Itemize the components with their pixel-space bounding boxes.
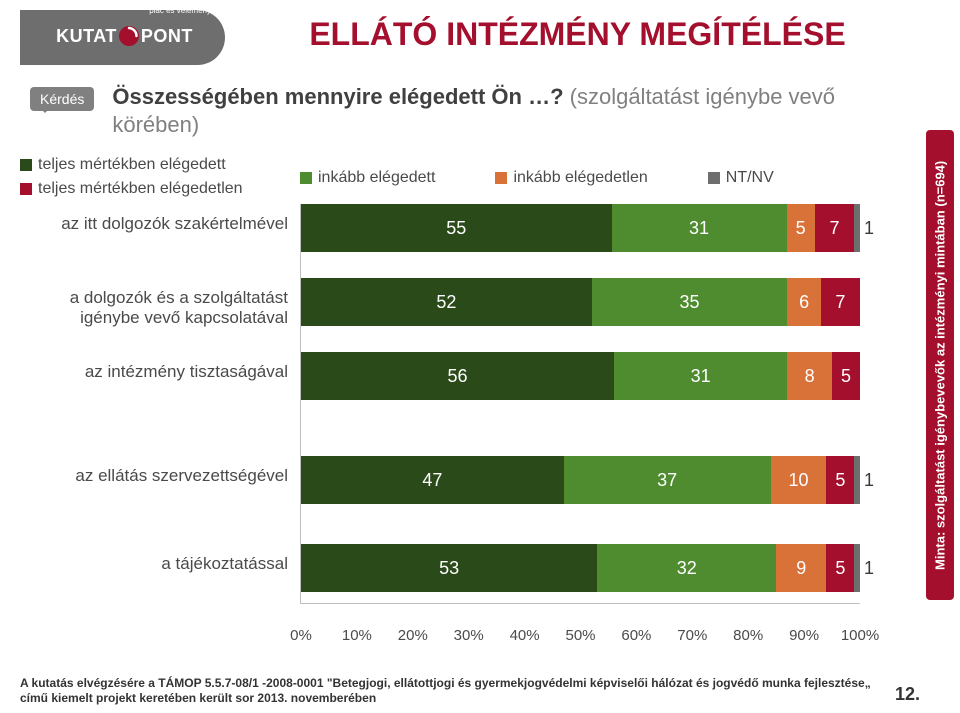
bar-segment: 35: [592, 278, 788, 326]
bar-value: 6: [799, 292, 809, 313]
bar-segment: 31: [612, 204, 787, 252]
legend-label: teljes mértékben elégedett: [38, 156, 226, 174]
category-label: az ellátás szervezettségével: [8, 466, 288, 486]
bar-segment: 5: [826, 456, 854, 504]
legend-item: inkább elégedett: [300, 156, 435, 200]
legend-item: teljes mértékben elégedetlen: [20, 180, 243, 198]
bar-segment: 6: [787, 278, 821, 326]
legend-swatch: [708, 172, 720, 184]
x-tick: 20%: [398, 627, 428, 644]
sample-note: Minta: szolgáltatást igénybevevők az int…: [926, 130, 954, 600]
bar-segment: 1: [854, 456, 860, 504]
bar-segment: 5: [787, 204, 815, 252]
bar-value: 5: [796, 218, 806, 239]
x-tick: 90%: [789, 627, 819, 644]
legend-label: teljes mértékben elégedetlen: [38, 180, 243, 198]
bar-row: 55 31 5 71: [301, 204, 860, 252]
bar-value: 5: [835, 558, 845, 579]
x-tick: 80%: [733, 627, 763, 644]
bar-value: 47: [422, 470, 442, 491]
footer-text: A kutatás elvégzésére a TÁMOP 5.5.7-08/1…: [20, 676, 875, 705]
chart-plot: 0%10%20%30%40%50%60%70%80%90%100% 553157…: [300, 204, 860, 604]
x-tick: 70%: [677, 627, 707, 644]
category-column: teljes mértékben elégedett teljes mértékb…: [0, 148, 300, 608]
logo-circle-icon: [118, 25, 140, 47]
bar-value: 37: [657, 470, 677, 491]
bar-value: 5: [841, 366, 851, 387]
legend: inkább elégedett inkább elégedetlen NT/NV: [300, 148, 920, 204]
question-tag: Kérdés: [30, 87, 94, 111]
bar-value: 9: [796, 558, 806, 579]
category-label: a dolgozók és a szolgáltatást igénybe ve…: [8, 288, 288, 327]
x-tick: 10%: [342, 627, 372, 644]
bar-value: 31: [691, 366, 711, 387]
x-tick: 60%: [621, 627, 651, 644]
bar-value: 53: [439, 558, 459, 579]
bar-segment: 56: [301, 352, 614, 400]
bar-segment: 1: [854, 544, 860, 592]
bar-row: 53 32 9 51: [301, 544, 860, 592]
bar-segment: 55: [301, 204, 612, 252]
legend-swatch: [300, 172, 312, 184]
bar-value: 1: [864, 470, 874, 491]
legend-label: inkább elégedett: [318, 169, 435, 187]
x-tick: 40%: [510, 627, 540, 644]
bar-value: 56: [448, 366, 468, 387]
bar-segment: 7: [815, 204, 855, 252]
logo-text: KUTAT PONT: [20, 15, 225, 51]
x-tick: 30%: [454, 627, 484, 644]
legend-item: NT/NV: [708, 156, 774, 200]
bar-segment: 32: [597, 544, 776, 592]
bar-value: 1: [864, 558, 874, 579]
bar-value: 32: [677, 558, 697, 579]
bar-segment: 8: [787, 352, 832, 400]
bar-value: 7: [835, 292, 845, 313]
bar-segment: 53: [301, 544, 597, 592]
legend: teljes mértékben elégedett teljes mértékb…: [20, 148, 300, 206]
category-label: az intézmény tisztaságával: [8, 362, 288, 382]
x-tick: 50%: [565, 627, 595, 644]
bar-segment: 1: [854, 204, 860, 252]
legend-item: inkább elégedetlen: [495, 156, 647, 200]
bar-value: 8: [805, 366, 815, 387]
bar-segment: 5: [832, 352, 860, 400]
legend-swatch: [20, 159, 32, 171]
bar-row: 47 37 10 51: [301, 456, 860, 504]
bar-segment: 31: [614, 352, 787, 400]
bar-segment: 9: [776, 544, 826, 592]
slide-title: ELLÁTÓ INTÉZMÉNY MEGÍTÉLÉSE: [225, 10, 930, 53]
bar-value: 10: [788, 470, 808, 491]
category-label: a tájékoztatással: [8, 554, 288, 574]
legend-label: inkább elégedetlen: [513, 169, 647, 187]
category-label: az itt dolgozók szakértelmével: [8, 214, 288, 234]
x-tick: 100%: [841, 627, 879, 644]
legend-label: NT/NV: [726, 169, 774, 187]
logo-subtext: piac és vélemény: [20, 6, 225, 15]
bar-value: 55: [446, 218, 466, 239]
bar-segment: 37: [564, 456, 771, 504]
bar-value: 7: [830, 218, 840, 239]
legend-swatch: [20, 183, 32, 195]
bar-value: 35: [679, 292, 699, 313]
question-text-main: Összességében mennyire elégedett Ön …? (…: [112, 83, 900, 138]
x-tick: 0%: [290, 627, 312, 644]
page-number: 12.: [875, 684, 920, 705]
bar-value: 1: [864, 218, 874, 239]
bar-segment: 47: [301, 456, 564, 504]
bar-row: 52 35 6 7: [301, 278, 860, 326]
bar-segment: 5: [826, 544, 854, 592]
bar-segment: 10: [771, 456, 827, 504]
bar-segment: 52: [301, 278, 592, 326]
brand-logo: piac és vélemény KUTAT PONT: [20, 10, 225, 65]
bar-value: 52: [436, 292, 456, 313]
legend-item: teljes mértékben elégedett: [20, 156, 226, 174]
legend-swatch: [495, 172, 507, 184]
bar-value: 31: [689, 218, 709, 239]
bar-segment: 7: [821, 278, 860, 326]
bar-value: 5: [835, 470, 845, 491]
bar-row: 56 31 8 5: [301, 352, 860, 400]
